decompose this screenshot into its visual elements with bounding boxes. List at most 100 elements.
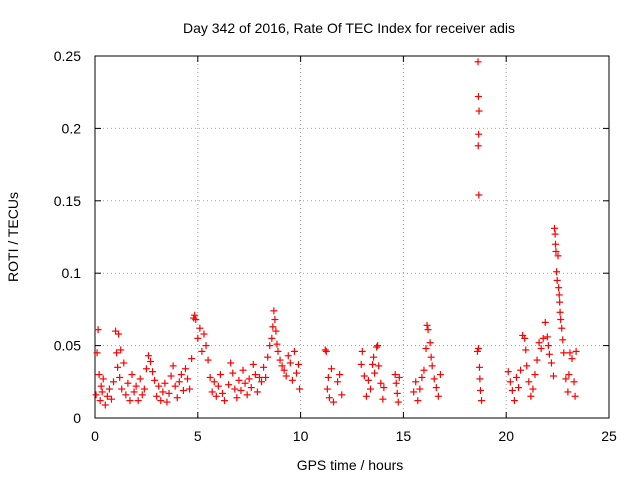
data-point bbox=[149, 368, 157, 376]
data-point bbox=[517, 366, 525, 374]
y-tick-label: 0.05 bbox=[54, 338, 81, 354]
data-point bbox=[358, 347, 366, 355]
data-point bbox=[105, 385, 113, 393]
data-point bbox=[132, 382, 140, 390]
data-point bbox=[237, 386, 245, 394]
data-point bbox=[474, 142, 482, 150]
data-point bbox=[395, 373, 403, 381]
data-point bbox=[523, 362, 531, 370]
data-point bbox=[97, 382, 105, 390]
data-point bbox=[155, 382, 163, 390]
data-point bbox=[273, 340, 281, 348]
data-point bbox=[380, 384, 388, 392]
data-point bbox=[321, 346, 329, 354]
grid bbox=[95, 56, 609, 418]
data-point bbox=[541, 318, 549, 326]
data-point bbox=[571, 392, 579, 400]
data-point bbox=[264, 353, 272, 361]
data-point bbox=[360, 372, 368, 380]
data-point bbox=[239, 366, 247, 374]
data-point bbox=[336, 371, 344, 379]
data-point bbox=[249, 360, 257, 368]
data-point bbox=[117, 346, 125, 354]
data-point bbox=[555, 284, 563, 292]
data-point bbox=[565, 371, 573, 379]
data-point bbox=[529, 385, 537, 393]
data-point bbox=[122, 391, 130, 399]
data-point bbox=[364, 376, 372, 384]
data-point bbox=[334, 378, 342, 386]
data-point bbox=[107, 395, 115, 403]
data-point bbox=[558, 324, 566, 332]
data-point bbox=[124, 379, 132, 387]
data-point bbox=[539, 334, 547, 342]
data-point bbox=[221, 397, 229, 405]
data-point bbox=[434, 392, 442, 400]
data-point bbox=[424, 326, 432, 334]
data-point bbox=[93, 349, 101, 357]
data-point bbox=[323, 385, 331, 393]
data-point bbox=[231, 385, 239, 393]
data-point bbox=[428, 362, 436, 370]
data-point bbox=[173, 394, 181, 402]
data-point bbox=[367, 385, 375, 393]
data-point bbox=[522, 346, 530, 354]
data-point bbox=[280, 366, 288, 374]
data-point bbox=[210, 378, 218, 386]
data-point bbox=[94, 326, 102, 334]
data-point bbox=[329, 398, 337, 406]
data-point bbox=[98, 388, 106, 396]
data-point bbox=[192, 316, 200, 324]
data-point bbox=[392, 379, 400, 387]
data-point bbox=[216, 371, 224, 379]
x-tick-label: 5 bbox=[194, 428, 202, 444]
data-point bbox=[375, 362, 383, 370]
y-tick-label: 0.2 bbox=[62, 120, 82, 136]
x-axis-label: GPS time / hours bbox=[297, 457, 404, 473]
data-point bbox=[115, 330, 123, 338]
data-point bbox=[151, 376, 159, 384]
data-point bbox=[515, 384, 523, 392]
data-point bbox=[327, 365, 335, 373]
data-point bbox=[202, 342, 210, 350]
data-point bbox=[282, 372, 290, 380]
data-point bbox=[103, 392, 111, 400]
data-point bbox=[165, 389, 173, 397]
data-point bbox=[296, 385, 304, 393]
data-point bbox=[394, 398, 402, 406]
data-point bbox=[212, 392, 220, 400]
data-point bbox=[113, 349, 121, 357]
data-point bbox=[214, 382, 222, 390]
data-point bbox=[506, 378, 514, 386]
data-point bbox=[476, 375, 484, 383]
data-point bbox=[295, 360, 303, 368]
data-point bbox=[551, 224, 559, 232]
data-point bbox=[204, 356, 212, 364]
data-point bbox=[362, 392, 370, 400]
data-point bbox=[553, 276, 561, 284]
data-point bbox=[504, 368, 512, 376]
data-point bbox=[258, 378, 266, 386]
data-point bbox=[292, 369, 300, 377]
data-point bbox=[153, 392, 161, 400]
data-point bbox=[188, 355, 196, 363]
data-point bbox=[247, 384, 255, 392]
data-point bbox=[551, 230, 559, 238]
data-point bbox=[416, 385, 424, 393]
data-point bbox=[525, 378, 533, 386]
data-point bbox=[474, 93, 482, 101]
data-point bbox=[475, 363, 483, 371]
data-point bbox=[268, 334, 276, 342]
data-point bbox=[118, 385, 126, 393]
data-point bbox=[235, 376, 243, 384]
data-point bbox=[533, 356, 541, 364]
data-point bbox=[414, 397, 422, 405]
data-point bbox=[134, 397, 142, 405]
data-point bbox=[138, 391, 146, 399]
data-point bbox=[370, 353, 378, 361]
data-point bbox=[278, 362, 286, 370]
y-tick-label: 0.1 bbox=[62, 265, 82, 281]
data-point bbox=[276, 356, 284, 364]
data-point bbox=[95, 371, 103, 379]
data-point bbox=[218, 389, 226, 397]
